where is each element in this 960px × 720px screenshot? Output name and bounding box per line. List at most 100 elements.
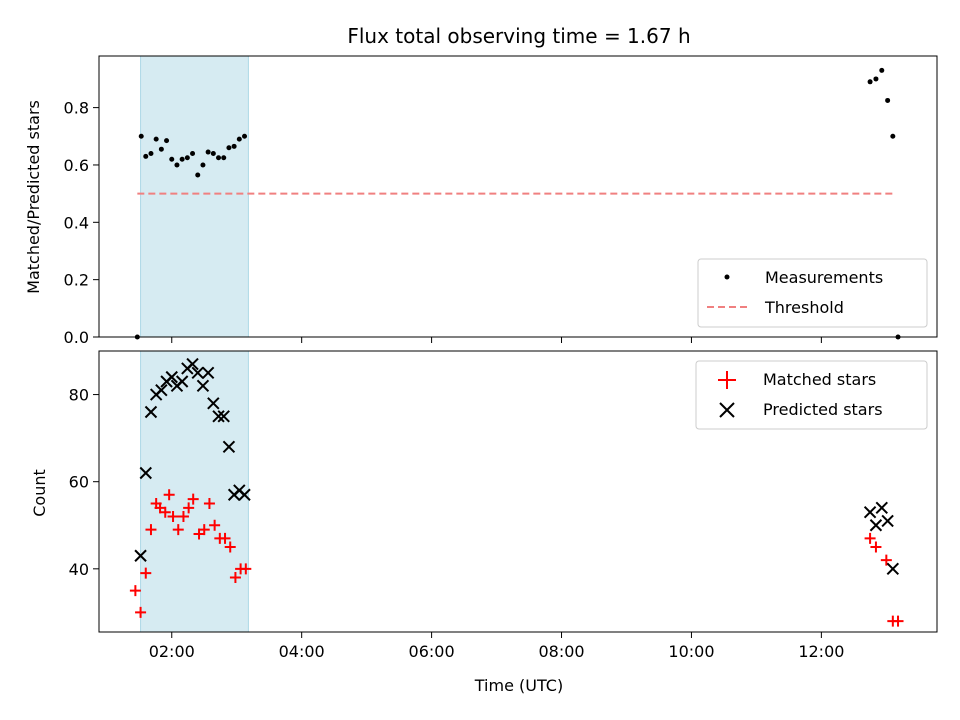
legend-marker-matched-stars xyxy=(718,371,736,389)
top-point-measurements xyxy=(184,155,190,161)
bottom-point-matched-stars xyxy=(224,541,236,553)
top-legend-box xyxy=(697,258,928,328)
top-y-tick-label: 0.8 xyxy=(64,99,89,118)
top-point-measurements xyxy=(205,149,211,155)
bottom-point-matched-stars xyxy=(870,541,882,553)
bottom-point-predicted-stars xyxy=(217,410,230,423)
bottom-point-matched-stars xyxy=(167,511,179,523)
bottom-point-predicted-stars xyxy=(886,562,900,576)
bottom-point-predicted-stars xyxy=(207,397,220,410)
bottom-point-predicted-stars xyxy=(863,505,877,519)
top-point-measurements xyxy=(158,146,164,152)
bottom-point-matched-stars xyxy=(240,563,252,575)
legend-label-measurements: Measurements xyxy=(765,268,883,287)
top-y-tick-label: 0.6 xyxy=(64,156,89,175)
top-point-measurements xyxy=(164,138,170,144)
top-point-measurements xyxy=(885,97,891,103)
top-panel: 0.0 0.2 0.4 0.6 0.8 xyxy=(64,55,938,347)
legend-marker-predicted-stars xyxy=(719,402,735,418)
top-point-measurements xyxy=(221,155,227,161)
top-point-measurements xyxy=(867,79,873,85)
bottom-point-predicted-stars xyxy=(144,405,158,419)
top-point-measurements xyxy=(216,155,222,161)
bottom-point-predicted-stars xyxy=(222,440,236,454)
bottom-point-matched-stars xyxy=(129,585,141,597)
bottom-point-predicted-stars xyxy=(191,366,204,379)
bottom-y-tick-label: 60 xyxy=(69,473,89,492)
top-point-measurements xyxy=(231,143,237,149)
bottom-point-matched-stars xyxy=(183,502,195,514)
bottom-point-matched-stars xyxy=(864,532,876,544)
top-shaded-interval xyxy=(140,55,249,338)
x-tick-label: 10:00 xyxy=(668,642,714,661)
x-tick-label: 08:00 xyxy=(538,642,584,661)
top-point-measurements xyxy=(200,162,206,168)
top-point-measurements xyxy=(143,153,149,159)
bottom-point-predicted-stars xyxy=(175,375,189,388)
bottom-point-predicted-stars xyxy=(201,366,215,379)
top-frame xyxy=(98,55,938,338)
legend-label-matched-stars: Matched stars xyxy=(763,370,876,389)
bottom-point-matched-stars xyxy=(177,511,189,523)
legend-label-threshold: Threshold xyxy=(764,298,844,317)
x-tick-label: 06:00 xyxy=(409,642,455,661)
bottom-point-matched-stars xyxy=(203,497,215,509)
top-point-measurements xyxy=(153,136,159,142)
chart-title: Flux total observing time = 1.67 h xyxy=(347,24,690,48)
bottom-point-matched-stars xyxy=(880,554,892,566)
top-y-tick-label: 0.2 xyxy=(64,271,89,290)
bottom-point-matched-stars xyxy=(229,572,241,584)
x-tick-label: 04:00 xyxy=(279,642,325,661)
top-point-measurements xyxy=(179,156,185,162)
top-point-measurements xyxy=(148,150,154,156)
bottom-point-matched-stars xyxy=(198,524,210,536)
bottom-point-predicted-stars xyxy=(196,379,210,393)
legend-marker-measurements xyxy=(724,274,730,280)
top-legend: Measurements Threshold xyxy=(697,258,928,328)
bottom-y-tick-label: 40 xyxy=(69,560,89,579)
bottom-frame xyxy=(98,350,938,633)
top-y-tick-label: 0.4 xyxy=(64,213,89,232)
top-point-measurements xyxy=(879,67,885,73)
top-point-measurements xyxy=(890,133,896,139)
top-point-measurements xyxy=(226,145,232,151)
top-point-measurements xyxy=(190,150,196,156)
bottom-point-matched-stars xyxy=(145,524,157,536)
bottom-point-predicted-stars xyxy=(869,519,883,532)
x-tick-label: 02:00 xyxy=(149,642,195,661)
top-point-measurements xyxy=(242,133,248,139)
top-point-measurements xyxy=(873,76,879,82)
top-y-axis-label: Matched/Predicted stars xyxy=(24,100,43,294)
bottom-point-predicted-stars xyxy=(155,384,168,397)
top-point-measurements xyxy=(195,172,201,178)
bottom-point-predicted-stars xyxy=(875,501,888,515)
bottom-point-matched-stars xyxy=(187,493,199,505)
top-point-measurements xyxy=(169,156,175,162)
bottom-point-predicted-stars xyxy=(134,549,147,562)
bottom-point-matched-stars xyxy=(209,519,221,531)
bottom-point-predicted-stars xyxy=(212,410,225,423)
top-point-measurements xyxy=(138,133,144,139)
bottom-point-matched-stars xyxy=(163,489,175,501)
top-y-tick-label: 0.0 xyxy=(64,328,89,347)
bottom-point-matched-stars xyxy=(140,567,152,579)
bottom-point-matched-stars xyxy=(135,606,147,618)
bottom-point-matched-stars xyxy=(892,615,904,627)
top-point-measurements xyxy=(174,162,180,168)
top-point-measurements xyxy=(236,136,242,142)
bottom-point-matched-stars xyxy=(219,532,231,544)
bottom-panel: 02:00 04:00 06:00 08:00 10:00 12:00 40 60 80 xyxy=(69,350,938,661)
bottom-point-predicted-stars xyxy=(238,488,251,501)
bottom-point-predicted-stars xyxy=(881,514,894,528)
legend-label-predicted-stars: Predicted stars xyxy=(763,400,883,419)
bottom-point-predicted-stars xyxy=(139,466,152,480)
top-point-measurements xyxy=(210,150,216,156)
bottom-point-predicted-stars xyxy=(165,370,178,384)
bottom-point-matched-stars xyxy=(159,506,171,518)
bottom-point-matched-stars xyxy=(172,524,184,536)
bottom-legend: Matched stars Predicted stars xyxy=(695,360,928,430)
bottom-y-tick-label: 80 xyxy=(69,386,89,405)
bottom-legend-box xyxy=(695,360,928,430)
bottom-y-axis-label: Count xyxy=(30,469,49,517)
